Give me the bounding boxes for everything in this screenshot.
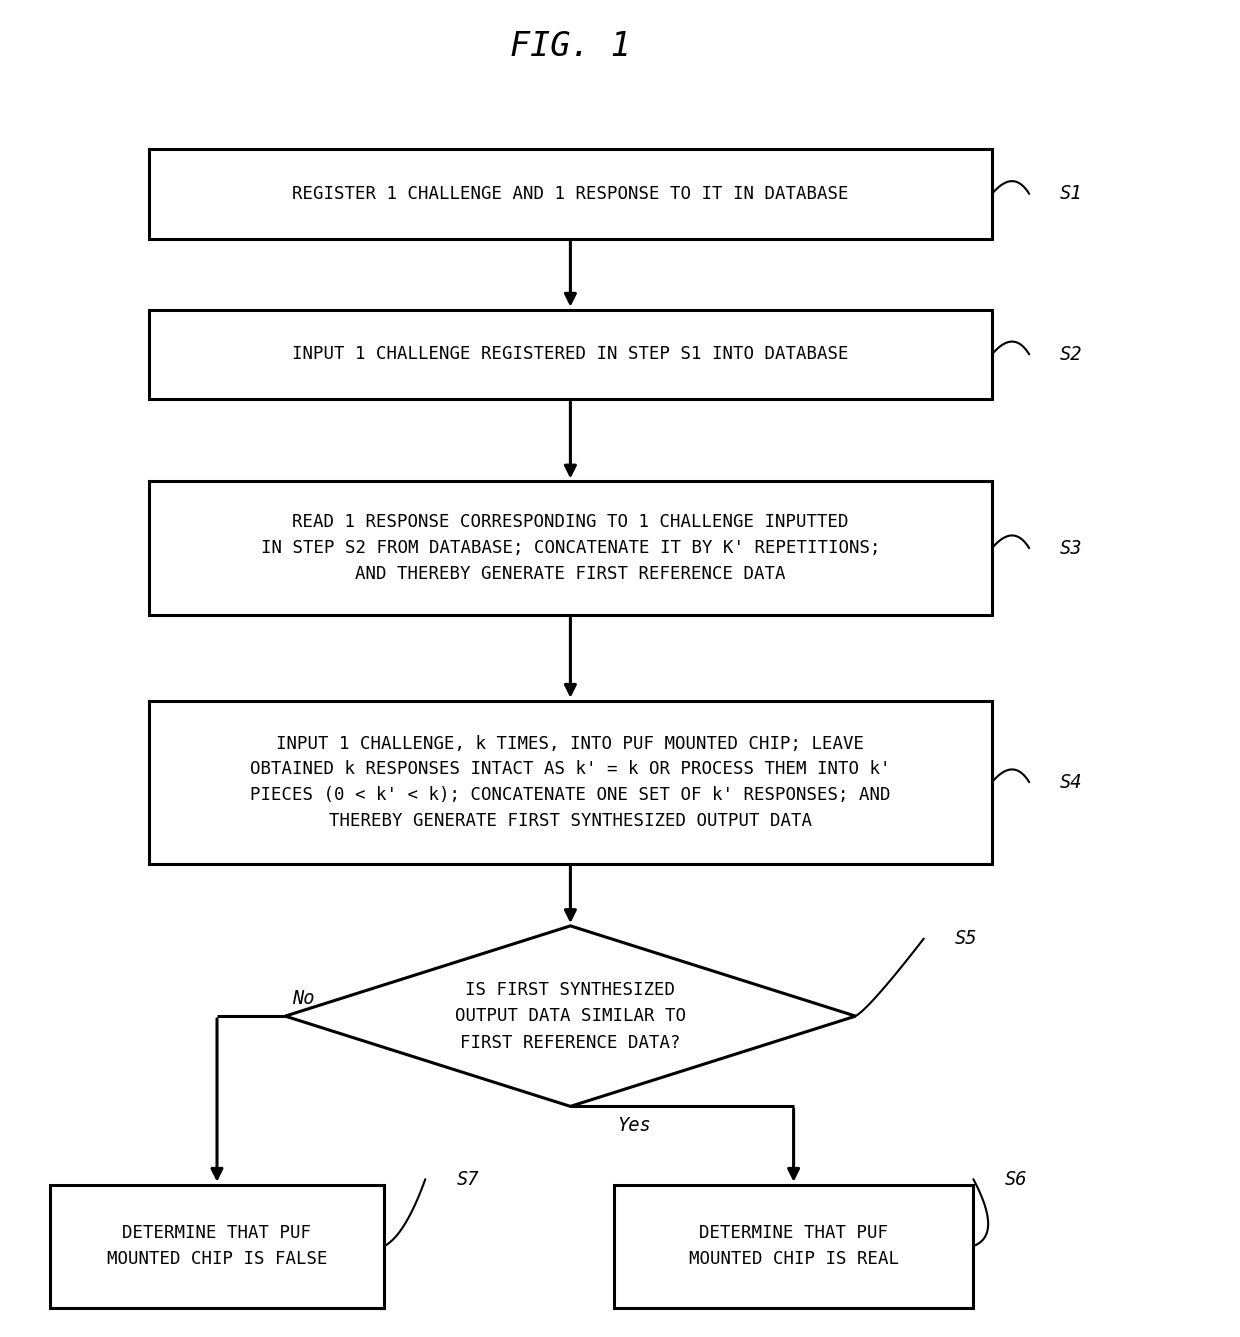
Bar <box>149 481 992 615</box>
Bar <box>149 701 992 864</box>
Text: INPUT 1 CHALLENGE REGISTERED IN STEP S1 INTO DATABASE: INPUT 1 CHALLENGE REGISTERED IN STEP S1 … <box>293 345 848 364</box>
Text: REGISTER 1 CHALLENGE AND 1 RESPONSE TO IT IN DATABASE: REGISTER 1 CHALLENGE AND 1 RESPONSE TO I… <box>293 185 848 203</box>
Bar <box>50 1185 384 1308</box>
Text: READ 1 RESPONSE CORRESPONDING TO 1 CHALLENGE INPUTTED
IN STEP S2 FROM DATABASE; : READ 1 RESPONSE CORRESPONDING TO 1 CHALL… <box>260 513 880 583</box>
Text: S3: S3 <box>1060 539 1083 558</box>
Text: S2: S2 <box>1060 345 1083 364</box>
Text: DETERMINE THAT PUF
MOUNTED CHIP IS REAL: DETERMINE THAT PUF MOUNTED CHIP IS REAL <box>688 1225 899 1267</box>
Text: FIG. 1: FIG. 1 <box>510 31 631 63</box>
Text: INPUT 1 CHALLENGE, k TIMES, INTO PUF MOUNTED CHIP; LEAVE
OBTAINED k RESPONSES IN: INPUT 1 CHALLENGE, k TIMES, INTO PUF MOU… <box>250 734 890 830</box>
Text: DETERMINE THAT PUF
MOUNTED CHIP IS FALSE: DETERMINE THAT PUF MOUNTED CHIP IS FALSE <box>107 1225 327 1267</box>
Text: S1: S1 <box>1060 185 1083 203</box>
Bar <box>149 148 992 239</box>
Text: S6: S6 <box>1004 1170 1027 1189</box>
Text: S7: S7 <box>456 1170 479 1189</box>
Text: Yes: Yes <box>618 1116 651 1135</box>
Text: No: No <box>293 989 315 1008</box>
Polygon shape <box>285 925 856 1107</box>
Text: S5: S5 <box>955 929 977 948</box>
Bar <box>614 1185 973 1308</box>
Bar <box>149 310 992 400</box>
Text: IS FIRST SYNTHESIZED
OUTPUT DATA SIMILAR TO
FIRST REFERENCE DATA?: IS FIRST SYNTHESIZED OUTPUT DATA SIMILAR… <box>455 981 686 1051</box>
Text: S4: S4 <box>1060 773 1083 792</box>
